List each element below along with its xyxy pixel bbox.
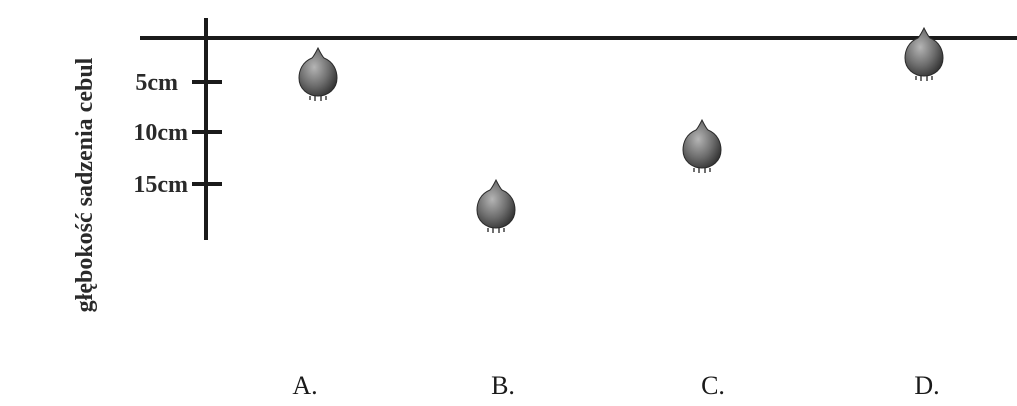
bulb-b xyxy=(476,178,516,233)
onion-bulb-icon xyxy=(476,178,516,229)
bulb-a xyxy=(298,46,338,101)
onion-bulb-icon xyxy=(298,46,338,97)
tick-label-15cm: 15cm xyxy=(133,172,188,198)
option-label-a: A. xyxy=(292,371,317,400)
option-label-c: C. xyxy=(701,371,725,400)
bulb-roots xyxy=(693,168,711,173)
option-label-b: B. xyxy=(491,371,515,400)
tick-label-5cm: 5cm xyxy=(135,70,178,96)
onion-bulb-icon xyxy=(904,26,944,77)
onion-bulb-icon xyxy=(682,118,722,169)
y-axis-label: głębokość sadzenia cebul xyxy=(72,57,98,312)
option-label-d: D. xyxy=(914,371,939,400)
depth-ticks: 5cm 10cm 15cm xyxy=(133,70,222,198)
bulb-c xyxy=(682,118,722,173)
bulb-roots xyxy=(309,96,327,101)
tick-label-10cm: 10cm xyxy=(133,120,188,146)
bulb-roots xyxy=(487,228,505,233)
bulb-d xyxy=(904,26,944,81)
bulb-roots xyxy=(915,76,933,81)
